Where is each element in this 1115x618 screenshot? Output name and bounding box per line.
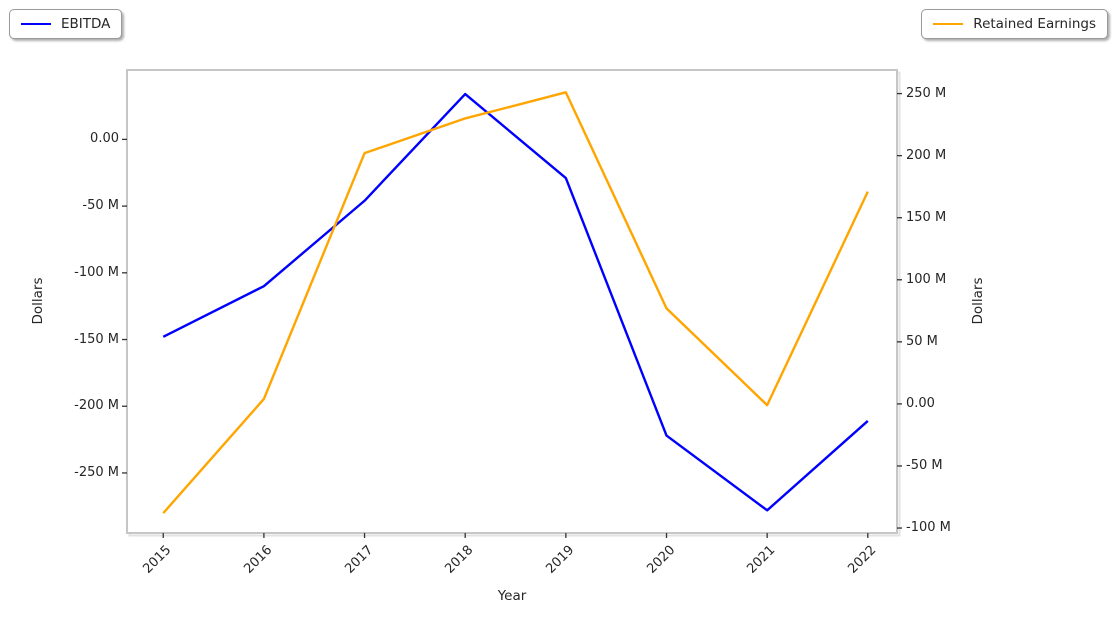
retained-earnings-line-swatch <box>933 23 964 25</box>
left-axis-title: Dollars <box>30 277 46 325</box>
left-tick-label: -250 M <box>74 464 119 480</box>
legend-ebitda: EBITDA <box>9 9 123 39</box>
ebitda-line <box>162 92 869 512</box>
left-tick-label: -100 M <box>74 264 119 280</box>
right-tick-label: 150 M <box>906 209 947 225</box>
right-axis-title: Dollars <box>970 277 986 325</box>
plot-frame <box>126 69 898 534</box>
x-axis-title: Year <box>497 588 527 604</box>
right-tick-label: -50 M <box>906 457 943 473</box>
right-tick-label: -100 M <box>906 520 951 536</box>
left-tick-label: -50 M <box>82 198 119 214</box>
legend-ebitda-label: EBITDA <box>61 16 111 32</box>
left-tick-label: -200 M <box>74 398 119 414</box>
left-tick-label: -150 M <box>74 331 119 347</box>
retained-earnings-line <box>162 91 869 514</box>
right-tick-label: 0.00 <box>906 395 935 411</box>
left-tick-label: 0.00 <box>90 131 119 147</box>
right-tick-label: 50 M <box>906 333 938 349</box>
right-tick-label: 100 M <box>906 271 947 287</box>
legend-retained-earnings-label: Retained Earnings <box>973 16 1096 32</box>
ebitda-line-swatch <box>21 23 51 25</box>
legend-retained-earnings: Retained Earnings <box>921 9 1108 39</box>
right-tick-label: 250 M <box>906 85 947 101</box>
right-tick-label: 200 M <box>906 147 947 163</box>
